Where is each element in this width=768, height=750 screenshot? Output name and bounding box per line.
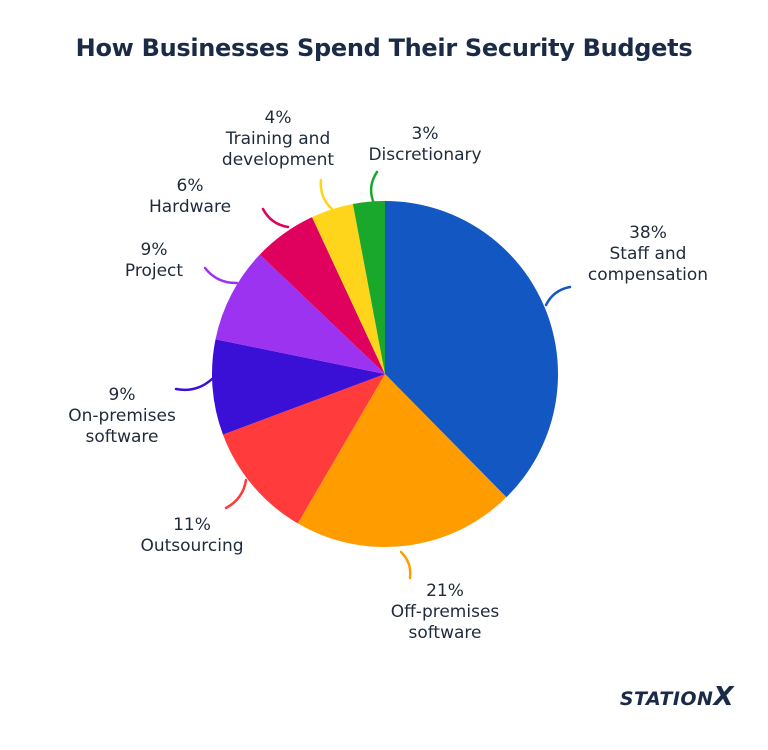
slice-percent-label-3: 9%	[109, 385, 136, 405]
leader-line-1	[399, 550, 412, 580]
pie-slice-4	[215, 254, 385, 374]
leader-line-7	[369, 170, 379, 203]
leader-line-4	[203, 266, 239, 285]
slice-category-label-0: compensation	[588, 265, 708, 285]
slice-category-label-2: Outsourcing	[140, 536, 243, 556]
brand-logo: STATIONX	[620, 682, 734, 712]
pie-slice-6	[312, 204, 385, 374]
leader-line-2	[224, 478, 248, 510]
slice-category-label-4: Project	[125, 261, 183, 281]
brand-suffix: X	[713, 682, 734, 712]
pie-slice-1	[297, 374, 507, 547]
slice-category-label-6: development	[222, 150, 334, 170]
pie-slice-5	[259, 217, 385, 374]
brand-prefix: STATION	[619, 688, 714, 710]
pie-slice-0	[385, 201, 558, 498]
leader-line-6	[319, 178, 334, 211]
slice-category-label-0: Staff and	[610, 244, 687, 264]
slice-category-label-6: Training and	[225, 129, 330, 149]
slice-percent-label-7: 3%	[412, 124, 439, 144]
slice-percent-label-6: 4%	[265, 108, 292, 128]
pie-slice-7	[352, 201, 385, 374]
slice-category-label-1: software	[408, 623, 481, 643]
leader-line-5	[261, 207, 290, 229]
slice-category-label-5: Hardware	[149, 197, 231, 217]
slice-percent-label-4: 9%	[141, 240, 168, 260]
slice-percent-label-1: 21%	[426, 581, 464, 601]
slice-category-label-3: software	[85, 427, 158, 447]
slice-category-label-7: Discretionary	[368, 145, 481, 165]
slice-percent-label-5: 6%	[177, 176, 204, 196]
slice-percent-label-0: 38%	[629, 223, 667, 243]
slice-category-label-1: Off-premises	[391, 602, 500, 622]
slice-category-label-3: On-premises	[68, 406, 176, 426]
slice-percent-label-2: 11%	[173, 515, 211, 535]
pie-slice-2	[222, 374, 385, 524]
pie-slice-3	[211, 339, 385, 435]
leader-line-0	[544, 285, 572, 307]
leader-line-3	[174, 377, 214, 392]
chart-title: How Businesses Spend Their Security Budg…	[75, 34, 693, 62]
